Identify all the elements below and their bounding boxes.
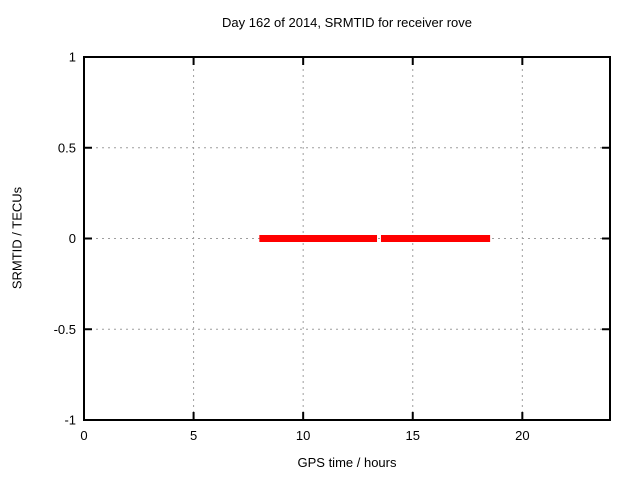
x-tick-label: 20 — [515, 428, 529, 443]
x-tick-label: 10 — [296, 428, 310, 443]
x-tick-label: 0 — [80, 428, 87, 443]
chart-title: Day 162 of 2014, SRMTID for receiver rov… — [222, 15, 472, 30]
x-tick-label: 5 — [190, 428, 197, 443]
y-tick-label: 1 — [69, 50, 76, 65]
x-axis-label: GPS time / hours — [297, 455, 397, 470]
y-tick-label: 0 — [69, 231, 76, 246]
y-axis-label: SRMTID / TECUs — [9, 186, 25, 290]
x-tick-label: 15 — [406, 428, 420, 443]
y-tick-label: -0.5 — [54, 322, 76, 337]
y-tick-label: 0.5 — [58, 140, 76, 155]
y-tick-label: -1 — [64, 413, 76, 428]
